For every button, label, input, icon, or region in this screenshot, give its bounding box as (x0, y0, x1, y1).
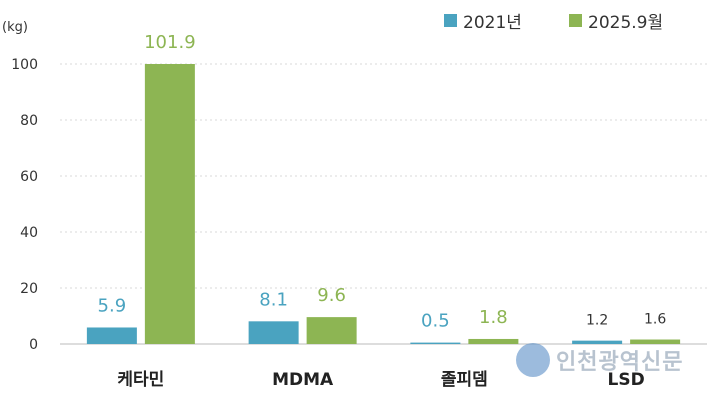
legend-label-2021: 2021년 (463, 13, 522, 33)
bar-2021-0 (86, 327, 137, 344)
y-tick-label: 100 (11, 57, 38, 73)
data-label: 1.6 (644, 312, 666, 328)
legend-label-2025: 2025.9월 (588, 13, 664, 33)
legend-item-2025: 2025.9월 (569, 8, 663, 33)
legend-item-2021: 2021년 (444, 8, 522, 33)
y-tick-label: 20 (20, 281, 38, 297)
bar-2025-3 (630, 339, 681, 344)
bar-2021-2 (410, 342, 461, 344)
legend-swatch-2025 (569, 14, 582, 27)
data-label: 1.2 (586, 313, 608, 329)
data-label: 5.9 (98, 295, 127, 316)
watermark-logo-icon (516, 343, 550, 377)
data-label: 8.1 (259, 289, 288, 310)
data-label: 101.9 (144, 32, 196, 53)
y-tick-label: 40 (20, 225, 38, 241)
data-label: 9.6 (317, 285, 346, 306)
x-category-label: 졸피뎀 (441, 370, 488, 390)
bar-2025-1 (306, 317, 357, 344)
watermark-text: 인천광역신문 (556, 350, 684, 375)
data-label: 1.8 (479, 307, 508, 328)
y-tick-label: 60 (20, 169, 38, 185)
bar-2021-3 (572, 340, 623, 344)
watermark: 인천광역신문 (516, 343, 683, 377)
bar-2021-1 (248, 321, 299, 344)
legend-swatch-2021 (444, 14, 457, 27)
data-label: 0.5 (421, 311, 450, 332)
x-category-label: 케타민 (117, 370, 164, 390)
y-axis-unit-label: (kg) (2, 20, 28, 35)
bar-2025-2 (468, 338, 519, 344)
y-tick-label: 0 (29, 337, 38, 353)
x-category-label: MDMA (272, 370, 334, 390)
bar-2025-0 (144, 64, 195, 344)
x-category-label: LSD (608, 370, 645, 390)
y-tick-label: 80 (20, 113, 38, 129)
